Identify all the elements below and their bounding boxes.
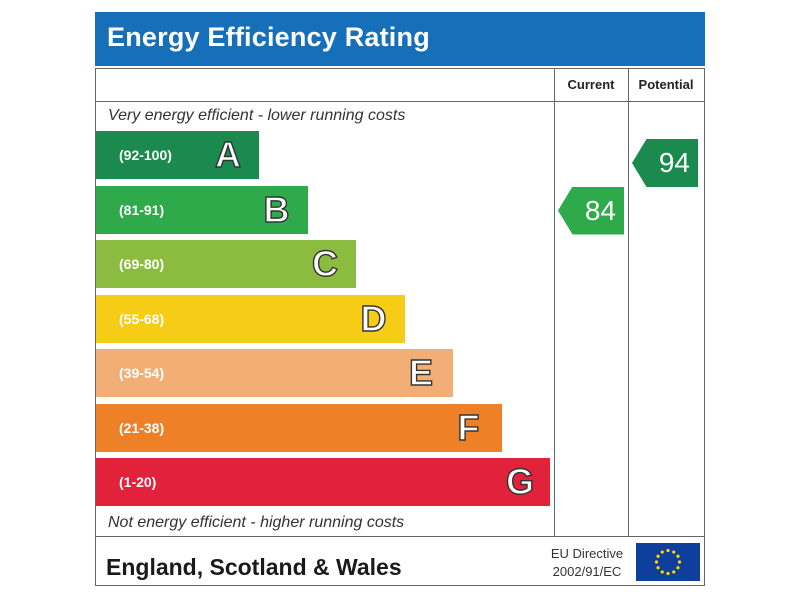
- rating-band-a: (92-100) A: [96, 131, 259, 179]
- band-range-label: (55-68): [119, 310, 165, 327]
- band-range-label: (92-100): [119, 147, 172, 163]
- energy-rating-chart: Energy Efficiency Rating Current Potenti…: [95, 12, 705, 587]
- band-range-label: (81-91): [119, 201, 165, 218]
- potential-column-header: Potential: [638, 77, 694, 92]
- current-rating-marker: 84: [558, 186, 624, 235]
- current-rating-value: 84: [584, 194, 616, 226]
- rating-band-b: (81-91) B: [96, 185, 308, 234]
- potential-rating-marker: 94: [632, 139, 698, 187]
- eu-flag-icon: [636, 543, 700, 581]
- eu-directive-number: 2002/91/EC: [552, 564, 622, 579]
- rating-band-c: (69-80) C: [96, 240, 356, 288]
- band-range-label: (69-80): [119, 256, 165, 272]
- band-letter: D: [360, 297, 387, 339]
- footer-divider: [96, 536, 704, 537]
- rating-band-d: (55-68) D: [96, 294, 405, 343]
- band-range-label: (39-54): [119, 365, 165, 381]
- band-range-label: (21-38): [119, 419, 165, 436]
- band-letter: F: [457, 406, 480, 448]
- title-bar: Energy Efficiency Rating: [95, 12, 705, 66]
- current-column-divider: [554, 69, 555, 536]
- header-divider: [96, 101, 704, 102]
- band-letter: C: [311, 242, 338, 284]
- rating-band-e: (39-54) E: [96, 349, 453, 397]
- caption-inefficient: Not energy efficient - higher running co…: [108, 514, 405, 531]
- current-column-header: Current: [567, 77, 615, 92]
- potential-rating-value: 94: [658, 147, 690, 178]
- band-range-label: (1-20): [119, 474, 157, 490]
- band-letter: A: [214, 133, 241, 175]
- region-label: England, Scotland & Wales: [106, 554, 402, 580]
- chart-title: Energy Efficiency Rating: [107, 22, 430, 52]
- band-letter: G: [505, 460, 535, 502]
- band-letter: E: [408, 351, 434, 393]
- caption-efficient: Very energy efficient - lower running co…: [108, 107, 406, 124]
- rating-frame: Current Potential Very energy efficient …: [95, 68, 705, 586]
- potential-column-divider: [628, 69, 629, 536]
- rating-band-g: (1-20) G: [96, 458, 550, 506]
- rating-band-f: (21-38) F: [96, 403, 502, 452]
- eu-directive-label: EU Directive: [550, 546, 624, 561]
- band-letter: B: [263, 188, 290, 230]
